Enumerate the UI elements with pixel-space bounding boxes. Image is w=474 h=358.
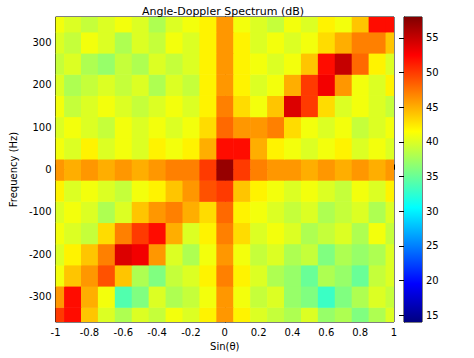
svg-text:-0.4: -0.4 <box>147 327 167 338</box>
svg-text:Sin(θ): Sin(θ) <box>210 341 239 352</box>
svg-text:300: 300 <box>33 37 52 48</box>
svg-text:-300: -300 <box>29 291 52 302</box>
svg-text:0: 0 <box>222 327 228 338</box>
svg-text:0.4: 0.4 <box>285 327 301 338</box>
svg-text:15: 15 <box>426 310 439 321</box>
svg-text:0.8: 0.8 <box>352 327 368 338</box>
svg-text:0: 0 <box>45 164 51 175</box>
svg-text:-0.6: -0.6 <box>114 327 134 338</box>
svg-text:-0.2: -0.2 <box>181 327 201 338</box>
svg-text:1: 1 <box>391 327 397 338</box>
svg-text:100: 100 <box>33 122 52 133</box>
svg-text:25: 25 <box>426 240 439 251</box>
svg-text:0.6: 0.6 <box>318 327 334 338</box>
svg-text:-1: -1 <box>51 327 61 338</box>
svg-text:-0.8: -0.8 <box>80 327 100 338</box>
svg-text:Angle-Doppler Spectrum (dB): Angle-Doppler Spectrum (dB) <box>142 5 304 18</box>
svg-text:0.2: 0.2 <box>251 327 267 338</box>
svg-text:200: 200 <box>33 79 52 90</box>
svg-text:55: 55 <box>426 32 439 43</box>
svg-text:40: 40 <box>426 136 439 147</box>
svg-text:45: 45 <box>426 102 439 113</box>
svg-text:20: 20 <box>426 275 439 286</box>
svg-text:30: 30 <box>426 206 439 217</box>
svg-text:35: 35 <box>426 171 439 182</box>
svg-text:-200: -200 <box>29 249 52 260</box>
svg-text:Frequency (Hz): Frequency (Hz) <box>8 132 19 208</box>
svg-text:-100: -100 <box>29 206 52 217</box>
svg-text:50: 50 <box>426 67 439 78</box>
